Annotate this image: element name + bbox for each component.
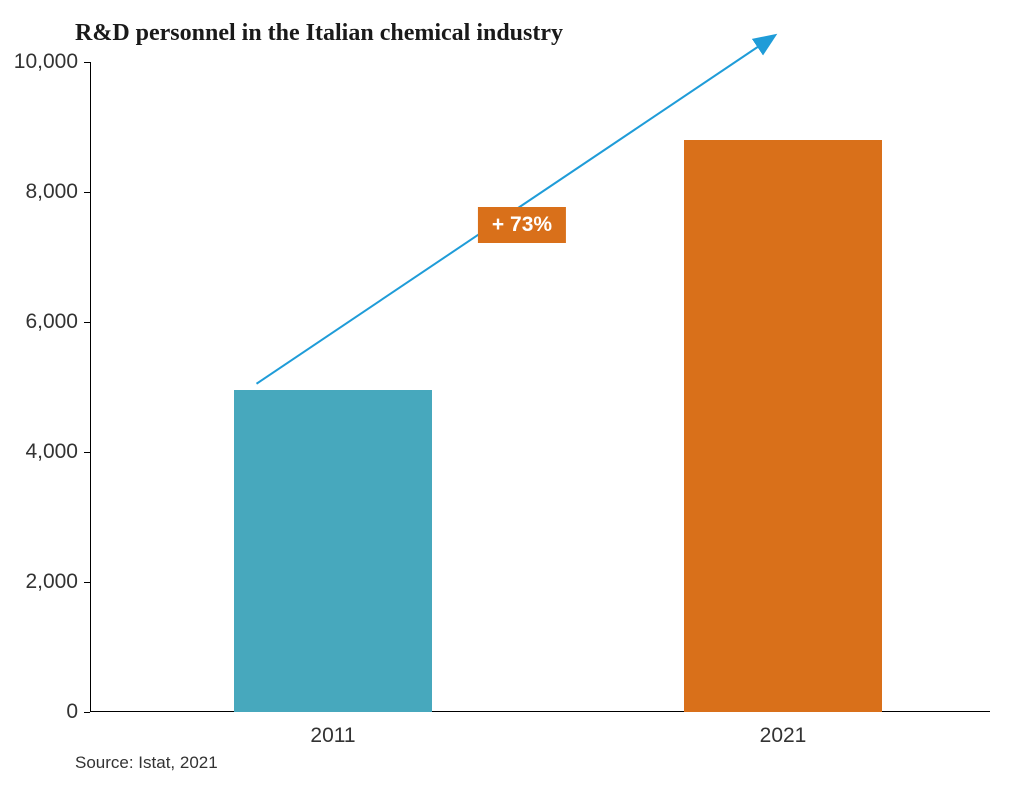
source-text: Source: Istat, 2021 (75, 753, 218, 773)
y-tick (84, 712, 90, 713)
y-tick-label: 4,000 (25, 440, 78, 464)
plot-area: + 73% 02,0004,0006,0008,00010,0002011202… (90, 62, 990, 712)
y-tick-label: 8,000 (25, 180, 78, 204)
y-tick-label: 2,000 (25, 570, 78, 594)
y-tick (84, 192, 90, 193)
y-tick-label: 10,000 (14, 50, 78, 74)
y-tick (84, 582, 90, 583)
bar (684, 140, 882, 712)
chart-title: R&D personnel in the Italian chemical in… (75, 20, 563, 47)
annotation-badge: + 73% (478, 207, 566, 243)
bar (234, 390, 432, 712)
y-tick-label: 6,000 (25, 310, 78, 334)
y-axis (90, 62, 91, 712)
y-tick-label: 0 (66, 700, 78, 724)
y-tick (84, 322, 90, 323)
y-tick (84, 62, 90, 63)
x-tick-label: 2021 (760, 724, 807, 748)
y-tick (84, 452, 90, 453)
chart-container: R&D personnel in the Italian chemical in… (0, 0, 1024, 803)
annotation-text: + 73% (492, 213, 552, 236)
x-tick-label: 2011 (310, 724, 355, 748)
